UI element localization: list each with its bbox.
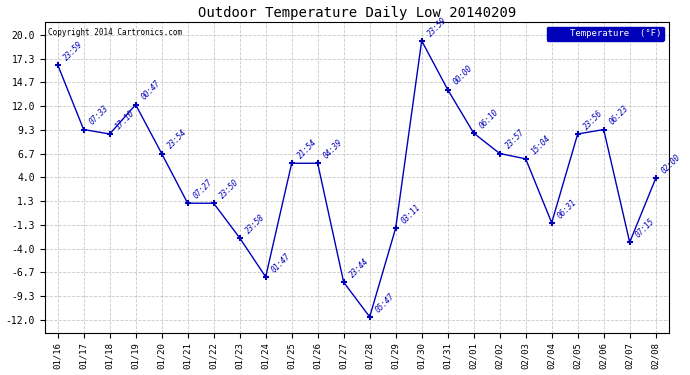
Text: 06:10: 06:10 — [478, 108, 500, 130]
Legend: Temperature  (°F): Temperature (°F) — [546, 27, 664, 41]
Text: 23:54: 23:54 — [166, 128, 188, 151]
Text: 06:23: 06:23 — [608, 104, 631, 127]
Text: 21:54: 21:54 — [296, 138, 319, 160]
Text: 03:11: 03:11 — [400, 202, 422, 225]
Text: 01:47: 01:47 — [270, 251, 293, 274]
Title: Outdoor Temperature Daily Low 20140209: Outdoor Temperature Daily Low 20140209 — [197, 6, 516, 20]
Text: 06:31: 06:31 — [556, 197, 579, 220]
Text: 23:44: 23:44 — [348, 257, 371, 279]
Text: 23:59: 23:59 — [426, 15, 449, 38]
Text: Copyright 2014 Cartronics.com: Copyright 2014 Cartronics.com — [48, 28, 182, 38]
Text: 07:33: 07:33 — [88, 104, 110, 127]
Text: 23:56: 23:56 — [582, 108, 604, 131]
Text: 05:47: 05:47 — [374, 291, 397, 314]
Text: 17:10: 17:10 — [114, 108, 137, 131]
Text: 15:04: 15:04 — [530, 134, 553, 156]
Text: 07:15: 07:15 — [634, 217, 657, 240]
Text: 02:00: 02:00 — [660, 153, 682, 176]
Text: 23:58: 23:58 — [244, 212, 266, 235]
Text: 00:47: 00:47 — [140, 79, 163, 102]
Text: 23:57: 23:57 — [504, 128, 526, 151]
Text: 07:27: 07:27 — [192, 178, 215, 201]
Text: 00:00: 00:00 — [452, 64, 475, 87]
Text: 04:39: 04:39 — [322, 138, 344, 160]
Text: 23:59: 23:59 — [62, 39, 85, 62]
Text: 23:50: 23:50 — [218, 178, 241, 201]
